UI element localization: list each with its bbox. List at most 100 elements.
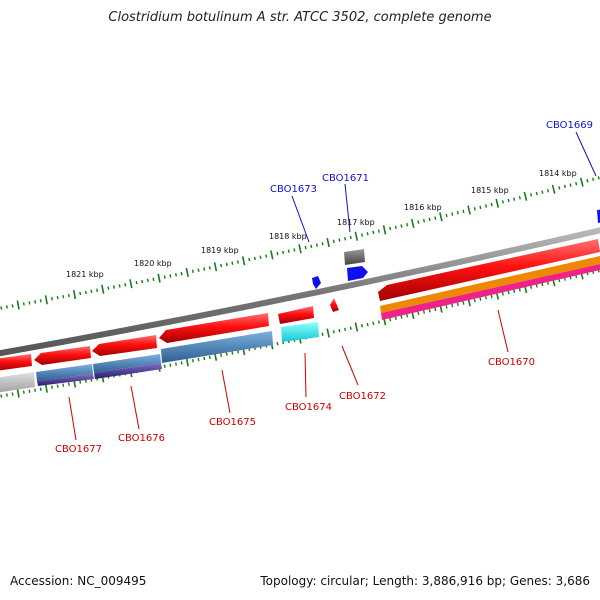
outer-ring-tick bbox=[495, 198, 500, 208]
inner-ring-tick bbox=[56, 384, 59, 388]
outer-ring-tick bbox=[56, 296, 59, 300]
outer-ring-tick bbox=[259, 255, 262, 259]
gene-labels: CBO1673 CBO1671 CBO1669 CBO1677 CBO1676 … bbox=[55, 120, 593, 455]
outer-ring-tick bbox=[473, 206, 476, 211]
inner-ring-tick bbox=[180, 361, 183, 365]
feature-cbo1673[interactable] bbox=[312, 276, 321, 289]
inner-ring-tick bbox=[208, 355, 211, 360]
gene-label-cbo1669[interactable]: CBO1669 bbox=[546, 120, 593, 131]
track-steelblue-1676 bbox=[93, 354, 161, 373]
inner-ring-tick bbox=[220, 353, 223, 357]
outer-ring-tick bbox=[34, 300, 37, 304]
outer-ring-tick bbox=[163, 275, 166, 279]
outer-ring-tick bbox=[326, 237, 330, 248]
outer-ring-tick bbox=[586, 179, 589, 183]
gene-label-cbo1673[interactable]: CBO1673 bbox=[270, 184, 317, 195]
inner-ring-tick bbox=[434, 307, 437, 312]
outer-ring-tick bbox=[197, 268, 200, 272]
outer-ring-tick bbox=[185, 267, 189, 278]
feature-cbo1674[interactable] bbox=[278, 306, 314, 324]
outer-ring-tick bbox=[382, 225, 387, 235]
outer-ring-tick bbox=[203, 267, 206, 271]
outer-ring-tick bbox=[241, 256, 246, 266]
gene-label-cbo1677[interactable]: CBO1677 bbox=[55, 444, 102, 455]
outer-ring-tick bbox=[439, 212, 443, 222]
inner-ring-tick bbox=[372, 321, 375, 326]
outer-ring-tick bbox=[484, 204, 488, 208]
outer-ring-tick bbox=[523, 191, 528, 201]
feature-cbo1677[interactable] bbox=[34, 346, 91, 365]
track-orange-1670 bbox=[380, 256, 600, 313]
gene-label-cbo1672[interactable]: CBO1672 bbox=[339, 391, 386, 402]
outer-ring-tick bbox=[174, 273, 178, 277]
track-steelblue-1677 bbox=[36, 364, 93, 381]
track-magenta-1670 bbox=[381, 264, 600, 320]
gene-label-cbo1671[interactable]: CBO1671 bbox=[322, 173, 369, 184]
inner-ring-tick bbox=[225, 352, 228, 356]
inner-ring-tick bbox=[422, 310, 426, 314]
outer-ring-tick bbox=[349, 235, 352, 240]
inner-ring-tick bbox=[541, 282, 544, 287]
feature-cbo1670[interactable] bbox=[378, 239, 600, 301]
inner-ring-tick bbox=[203, 356, 206, 361]
feature-cds-left-edge[interactable] bbox=[0, 354, 32, 371]
inner-ring-tick bbox=[169, 363, 172, 367]
inner-ring-tick bbox=[535, 284, 538, 288]
track-cyan-1674 bbox=[281, 322, 319, 342]
inner-ring-tick bbox=[67, 382, 70, 386]
outer-ring-tick bbox=[22, 302, 25, 306]
inner-ring-tick bbox=[332, 330, 335, 334]
inner-ring-tick bbox=[490, 294, 493, 299]
forward-features bbox=[312, 209, 600, 289]
feature-cbo1671-grey[interactable] bbox=[344, 249, 365, 265]
outer-ring-tick bbox=[558, 186, 561, 190]
outer-ring-tick bbox=[304, 245, 307, 250]
inner-ring-tick bbox=[338, 328, 341, 333]
feature-cbo1672[interactable] bbox=[330, 298, 339, 312]
outer-ring-tick bbox=[51, 297, 53, 301]
kbp-label-1819: 1819 kbp bbox=[201, 246, 239, 255]
reverse-features bbox=[0, 239, 600, 393]
inner-ring-tick bbox=[276, 341, 279, 346]
track-purple-1677 bbox=[37, 374, 94, 386]
feature-cbo1669[interactable] bbox=[597, 209, 600, 223]
outer-ring-tick bbox=[490, 202, 493, 207]
outer-ring-tick bbox=[579, 177, 584, 187]
outer-ring-tick bbox=[592, 177, 595, 182]
leader-lines bbox=[68, 131, 597, 441]
inner-ring-tick bbox=[344, 327, 347, 332]
outer-ring-tick bbox=[282, 250, 285, 255]
outer-ring-tick bbox=[400, 224, 403, 228]
gene-label-cbo1676[interactable]: CBO1676 bbox=[118, 433, 165, 444]
feature-cbo1676[interactable] bbox=[92, 335, 157, 356]
inner-ring-tick bbox=[163, 364, 166, 368]
outer-ring-tick bbox=[332, 239, 335, 244]
inner-ring-tick bbox=[326, 328, 330, 338]
leader-cbo1674 bbox=[304, 352, 307, 398]
feature-cbo1675[interactable] bbox=[159, 313, 269, 343]
feature-cbo1671-blue[interactable] bbox=[347, 266, 368, 281]
inner-ring-tick bbox=[34, 388, 37, 392]
outer-ring-tick bbox=[462, 209, 465, 214]
outer-ring-tick bbox=[422, 219, 426, 223]
inner-ring-tick bbox=[518, 288, 521, 292]
outer-ring-tick bbox=[276, 251, 279, 256]
gene-label-cbo1670[interactable]: CBO1670 bbox=[488, 357, 535, 368]
outer-ring-tick bbox=[152, 277, 155, 281]
track-grey-left bbox=[0, 372, 35, 393]
inner-ring-tick bbox=[377, 320, 380, 324]
inner-ring-tick bbox=[51, 385, 53, 389]
gene-label-cbo1675[interactable]: CBO1675 bbox=[209, 417, 256, 428]
inner-ring-tick bbox=[354, 322, 359, 332]
outer-ring-tick bbox=[169, 274, 172, 278]
inner-ring-tick bbox=[62, 383, 65, 387]
inner-ring-tick bbox=[28, 389, 31, 393]
gene-label-cbo1674[interactable]: CBO1674 bbox=[285, 402, 332, 413]
outer-ring-tick bbox=[298, 244, 302, 254]
outer-ring-tick bbox=[16, 300, 20, 310]
outer-ring-tick bbox=[72, 289, 77, 300]
outer-ring-tick bbox=[180, 271, 183, 276]
track-purple-1676 bbox=[94, 363, 162, 379]
track-steelblue-1675 bbox=[161, 331, 273, 363]
